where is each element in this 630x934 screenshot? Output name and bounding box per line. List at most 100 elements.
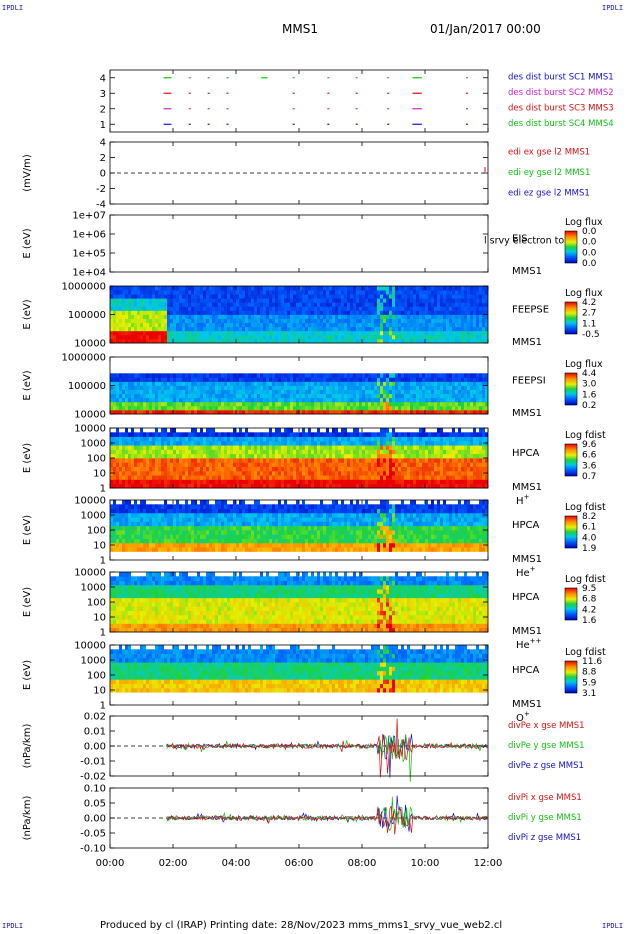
- y-tick-label: 0.02: [84, 712, 106, 723]
- spacecraft-label: MMS1: [512, 482, 542, 493]
- corner-label-bottom-right: IPDLI: [602, 922, 624, 930]
- colorbar-tick-label: 6.1: [582, 523, 596, 533]
- species-label: He+: [516, 565, 536, 579]
- y-tick-label: 10000: [74, 496, 106, 507]
- y-tick-label: -4: [96, 200, 106, 211]
- y-axis-label: E (eV): [22, 370, 33, 400]
- legend-entry: divPe z gse MMS1: [508, 761, 584, 771]
- y-tick-label: 10: [93, 613, 106, 624]
- colorbar-tick-label: 1.9: [582, 544, 597, 554]
- y-tick-label: 1: [100, 484, 106, 495]
- panel-frame: [109, 214, 489, 273]
- colorbar-tick-label: 0.0: [582, 259, 597, 269]
- corner-label-top-left: IPDLI: [2, 4, 24, 12]
- legend-entry: des dist burst SC2 MMS2: [508, 88, 614, 98]
- y-tick-label: 0.00: [84, 742, 106, 753]
- y-tick-label: 1: [100, 556, 106, 567]
- panel-divpi: 0.10 0.05 0.00 -0.05 -0.10 (nPa/km) divPi x gs…: [22, 784, 582, 855]
- colorbar-tick-label: 4.2: [582, 298, 596, 308]
- legend-entry: divPi z gse MMS1: [508, 833, 581, 843]
- spacecraft-label: MMS1: [512, 699, 542, 710]
- instrument-label: FEEPSI: [512, 376, 546, 387]
- y-tick-label: 100: [87, 671, 106, 682]
- colorbar: [564, 515, 578, 549]
- page-date: 01/Jan/2017 00:00: [430, 22, 541, 36]
- colorbar-tick-label: 8.8: [582, 668, 597, 678]
- y-tick-label: 100: [87, 526, 106, 537]
- colorbar-tick-label: 1.6: [582, 390, 597, 400]
- y-tick-label: 10000: [74, 568, 106, 579]
- y-tick-label: 1000: [81, 656, 106, 667]
- y-tick-label: 1000000: [61, 282, 106, 293]
- y-tick-label: 10: [93, 686, 106, 697]
- instrument-label: HPCA: [512, 448, 540, 459]
- y-tick-label: 1000000: [61, 353, 106, 364]
- colorbar-tick-label: 1.6: [582, 616, 597, 626]
- y-tick-label: 10000: [74, 339, 106, 350]
- species-charge: +: [530, 565, 536, 573]
- y-tick-label: 2: [100, 104, 106, 115]
- y-tick-label: -0.10: [80, 844, 106, 855]
- colorbar-title: Log fdist: [565, 647, 606, 658]
- series-line-2: [166, 805, 488, 835]
- x-tick-label: 06:00: [285, 858, 314, 869]
- y-tick-label: 1: [100, 120, 106, 131]
- page-footer: Produced by cl (IRAP) Printing date: 28/…: [100, 920, 503, 931]
- colorbar-tick-label: 3.1: [582, 689, 596, 699]
- y-tick-label: 1000: [81, 511, 106, 522]
- colorbar-tick-label: 4.0: [582, 533, 597, 543]
- y-axis-label: E (eV): [22, 515, 33, 545]
- colorbar-title: Log flux: [565, 288, 603, 299]
- y-tick-label: 10000: [74, 424, 106, 435]
- colorbar: [564, 230, 578, 264]
- y-tick-label: 0.00: [84, 814, 106, 825]
- spacecraft-label: MMS1: [512, 408, 542, 419]
- instrument-label: FEEPSE: [512, 305, 549, 316]
- colorbar-tick-label: 11.6: [582, 657, 602, 667]
- y-tick-label: 3: [100, 89, 106, 100]
- instrument-label: HPCA: [512, 520, 540, 531]
- panel-feepsi: 1000000 100000 10000 E (eV) FEEPSI MMS1 Log fl…: [22, 353, 603, 421]
- x-tick-label: 10:00: [411, 858, 440, 869]
- y-tick-label: 10000: [74, 410, 106, 421]
- panel-burst: 4 3 2 1 des dist burst SC1 MMS1 des dist burs…: [100, 69, 614, 133]
- y-tick-label: 100: [87, 454, 106, 465]
- y-tick-label: -0.01: [80, 757, 106, 768]
- colorbar-title: Log fdist: [565, 430, 606, 441]
- page-title: MMS1: [282, 22, 318, 36]
- y-tick-label: 0.10: [84, 784, 106, 795]
- y-tick-label: 1e+06: [72, 230, 106, 241]
- y-tick-label: 1: [100, 628, 106, 639]
- y-tick-label: 0.01: [84, 727, 106, 738]
- instrument-label: HPCA: [512, 592, 540, 603]
- y-tick-label: 100: [87, 598, 106, 609]
- panel-frame: [109, 69, 489, 133]
- colorbar-tick-label: 8.2: [582, 512, 596, 522]
- colorbar-tick-label: -0.5: [582, 330, 600, 340]
- legend-entry: divPi x gse MMS1: [508, 793, 582, 803]
- colorbar: [564, 587, 578, 621]
- series-line-0: [166, 733, 488, 778]
- colorbar-tick-label: 6.8: [582, 595, 597, 605]
- colorbar-tick-label: 4.2: [582, 605, 596, 615]
- y-tick-label: 1e+05: [72, 249, 106, 260]
- instrument-label: EIS: [512, 234, 528, 245]
- species-charge: +: [524, 710, 530, 718]
- instrument-label: HPCA: [512, 665, 540, 676]
- y-tick-label: 10000: [74, 641, 106, 652]
- colorbar-title: Log fdist: [565, 574, 606, 585]
- colorbar: [564, 301, 578, 335]
- legend-entry: des dist burst SC4 MMS4: [508, 119, 614, 129]
- colorbar-title: Log flux: [565, 359, 603, 370]
- series-line-2: [166, 718, 488, 778]
- y-tick-label: -2: [96, 184, 106, 195]
- colorbar-title: Log fdist: [565, 502, 606, 513]
- overlay-text: l srvy electron to: [484, 236, 564, 247]
- corner-label-bottom-left: IPDLI: [2, 922, 24, 930]
- legend-entry: edi ey gse l2 MMS1: [508, 168, 590, 178]
